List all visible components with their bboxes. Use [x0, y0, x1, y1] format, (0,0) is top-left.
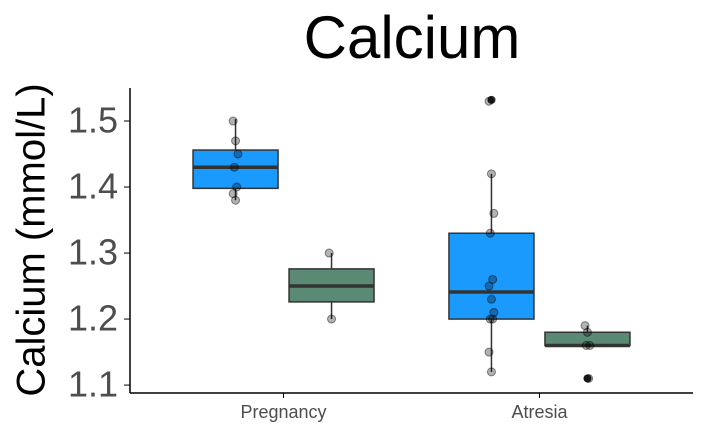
point [485, 228, 495, 238]
y-tick-label: 1.3 [68, 232, 118, 273]
point [231, 195, 241, 205]
y-axis-label: Calcium (mmol/L) [10, 83, 54, 396]
point [232, 182, 242, 192]
point [486, 294, 496, 304]
box [192, 149, 279, 190]
y-tick-label: 1.2 [68, 298, 118, 339]
outlier [487, 95, 496, 104]
y-tick-label: 1.5 [68, 100, 118, 141]
x-tick-label: Atresia [511, 402, 568, 422]
point [489, 208, 499, 218]
point [582, 327, 592, 337]
point [324, 248, 334, 258]
point [584, 373, 594, 383]
point [484, 347, 494, 357]
point [231, 136, 241, 146]
point [484, 281, 494, 291]
point [486, 367, 496, 377]
point [228, 116, 238, 126]
box [448, 232, 535, 320]
point [228, 189, 238, 199]
point [486, 169, 496, 179]
point [580, 321, 590, 331]
point [488, 314, 498, 324]
x-tick-label: Pregnancy [241, 402, 327, 422]
point [233, 149, 243, 159]
point [485, 314, 495, 324]
y-tick-label: 1.4 [68, 166, 118, 207]
point [489, 307, 499, 317]
point [484, 96, 494, 106]
point [327, 314, 337, 324]
point [581, 340, 591, 350]
y-tick-label: 1.1 [68, 364, 118, 405]
point [229, 162, 239, 172]
outlier [583, 374, 592, 383]
chart-title: Calcium [304, 4, 521, 71]
point [585, 340, 595, 350]
point [488, 274, 498, 284]
